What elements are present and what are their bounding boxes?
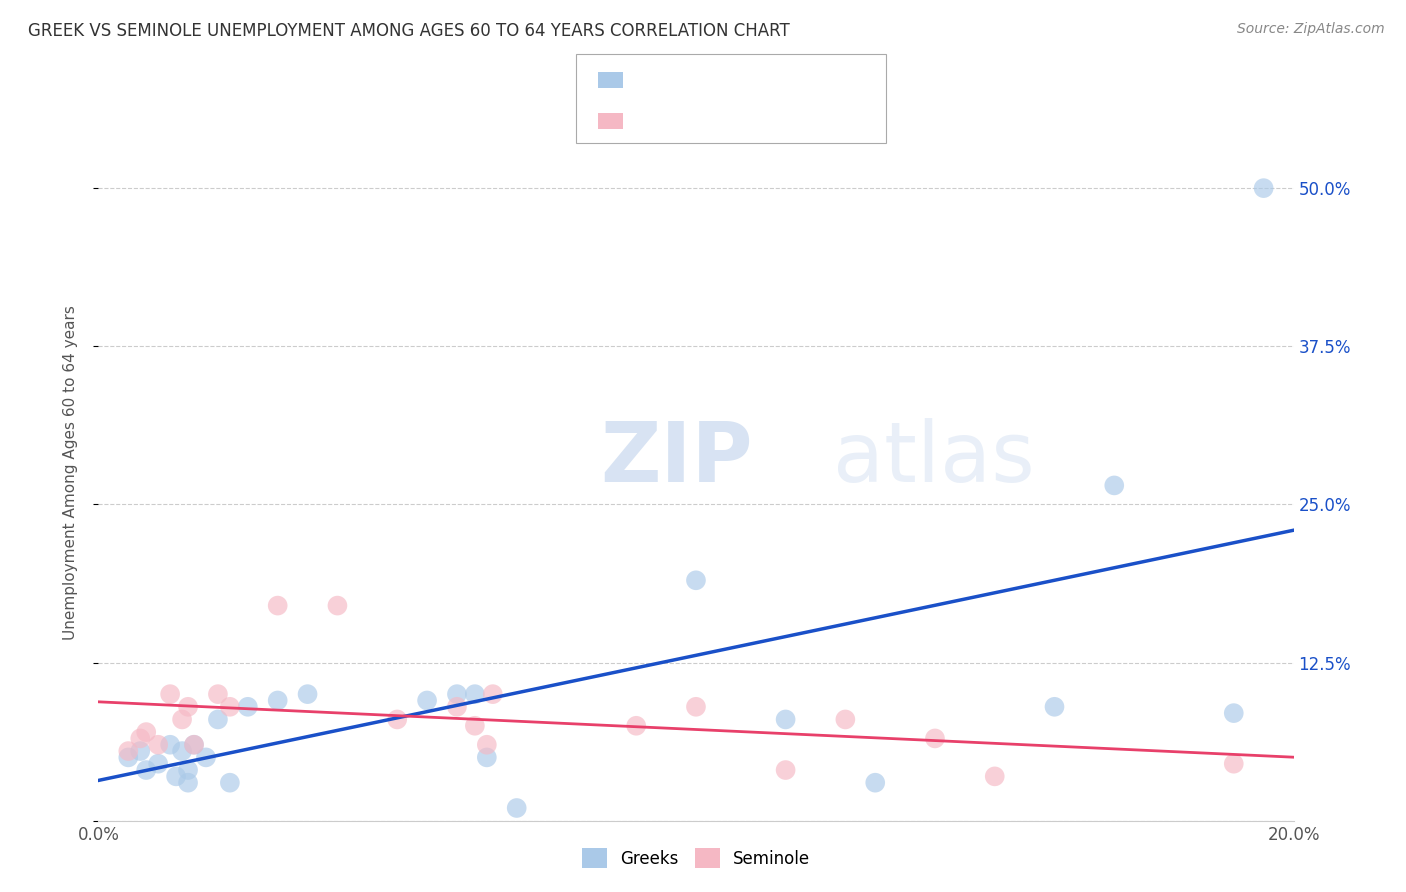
Point: [416, 693, 439, 707]
Point: [117, 744, 139, 758]
Point: [148, 738, 170, 752]
Point: [129, 731, 152, 746]
Legend: Greeks, Seminole: Greeks, Seminole: [575, 841, 817, 875]
Text: GREEK VS SEMINOLE UNEMPLOYMENT AMONG AGES 60 TO 64 YEARS CORRELATION CHART: GREEK VS SEMINOLE UNEMPLOYMENT AMONG AGE…: [28, 22, 790, 40]
Y-axis label: Unemployment Among Ages 60 to 64 years: Unemployment Among Ages 60 to 64 years: [63, 305, 77, 640]
Point: [685, 574, 707, 588]
Text: N = 24: N = 24: [745, 112, 807, 129]
Point: [207, 713, 229, 727]
Point: [475, 738, 498, 752]
Point: [219, 775, 242, 789]
Point: [1104, 478, 1126, 492]
Point: [475, 750, 498, 764]
Point: [236, 699, 259, 714]
Text: R =: R =: [631, 112, 662, 129]
Point: [177, 763, 200, 777]
Point: [506, 801, 529, 815]
Point: [183, 738, 205, 752]
Point: [1253, 181, 1275, 195]
Text: 0.594: 0.594: [679, 71, 731, 89]
Point: [865, 775, 887, 789]
Point: [924, 731, 946, 746]
Point: [464, 687, 486, 701]
Point: [297, 687, 319, 701]
Point: [481, 687, 505, 701]
Point: [195, 750, 218, 764]
Point: [177, 699, 200, 714]
Point: [172, 713, 194, 727]
Point: [464, 719, 486, 733]
Point: [148, 756, 170, 771]
Point: [135, 763, 157, 777]
Point: [183, 738, 205, 752]
Point: [626, 719, 648, 733]
Point: [326, 599, 349, 613]
Point: [159, 738, 181, 752]
Text: ZIP: ZIP: [600, 418, 752, 500]
Point: [207, 687, 229, 701]
Point: [1043, 699, 1066, 714]
Point: [775, 713, 797, 727]
Point: [1223, 756, 1246, 771]
Point: [172, 744, 194, 758]
Point: [984, 769, 1007, 783]
Point: [129, 744, 152, 758]
Text: atlas: atlas: [834, 418, 1035, 500]
Point: [135, 725, 157, 739]
Point: [165, 769, 187, 783]
Point: [117, 750, 139, 764]
Point: [446, 699, 468, 714]
Point: [177, 775, 200, 789]
Point: [267, 599, 290, 613]
Point: [685, 699, 707, 714]
Point: [159, 687, 181, 701]
Point: [1223, 706, 1246, 720]
Text: Source: ZipAtlas.com: Source: ZipAtlas.com: [1237, 22, 1385, 37]
Text: N = 25: N = 25: [745, 71, 807, 89]
Text: -0.294: -0.294: [679, 112, 738, 129]
Point: [385, 713, 409, 727]
Point: [219, 699, 242, 714]
Point: [446, 687, 468, 701]
Point: [775, 763, 797, 777]
Point: [834, 713, 856, 727]
Text: R =: R =: [631, 71, 662, 89]
Point: [267, 693, 290, 707]
